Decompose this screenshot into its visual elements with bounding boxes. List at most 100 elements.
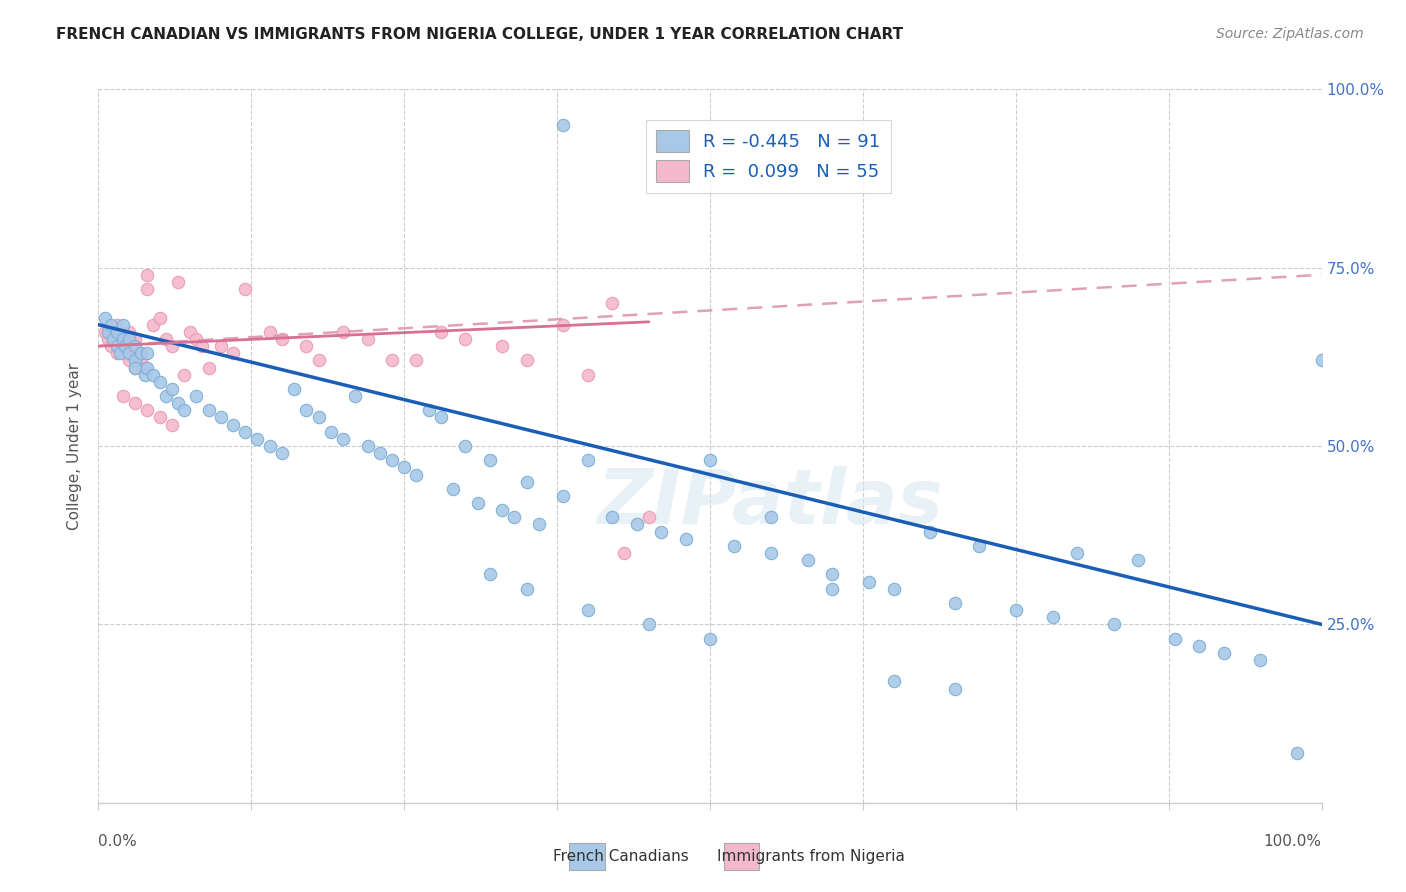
Point [405,467,427,482]
Point [136,360,159,375]
Point [233,282,256,296]
Point [97,325,120,339]
Point [197,403,219,417]
Point [160,339,183,353]
Point [478,567,501,582]
Point [344,389,367,403]
Point [100,318,122,332]
Point [124,332,146,346]
Point [105,325,128,339]
Point [943,681,966,696]
Point [97,332,120,346]
Point [155,389,177,403]
Point [356,439,378,453]
Point [332,325,354,339]
Point [821,582,844,596]
Point [105,318,128,332]
Point [136,282,159,296]
Text: 0.0%: 0.0% [98,834,138,849]
Point [114,339,136,353]
Point [295,403,318,417]
Point [1164,632,1187,646]
Point [233,425,256,439]
Y-axis label: College, Under 1 year: College, Under 1 year [67,362,83,530]
Point [1188,639,1211,653]
Point [675,532,697,546]
Point [110,346,132,360]
Point [129,353,152,368]
Point [160,417,183,432]
Point [111,339,134,353]
Point [1102,617,1125,632]
Text: FRENCH CANADIAN VS IMMIGRANTS FROM NIGERIA COLLEGE, UNDER 1 YEAR CORRELATION CHA: FRENCH CANADIAN VS IMMIGRANTS FROM NIGER… [56,27,904,42]
Point [821,567,844,582]
Point [259,439,281,453]
Point [1042,610,1064,624]
Point [111,332,134,346]
Point [967,539,990,553]
Point [467,496,489,510]
Point [381,453,404,467]
Point [515,582,537,596]
Point [883,582,905,596]
Point [136,403,159,417]
Point [1128,553,1150,567]
Point [527,517,550,532]
Point [418,403,440,417]
Point [308,353,330,368]
Point [111,318,134,332]
Point [173,403,195,417]
Point [173,368,195,382]
Point [515,353,537,368]
Point [761,510,783,524]
Point [1286,746,1309,760]
Point [430,325,453,339]
Point [129,346,152,360]
Point [405,353,427,368]
Point [105,346,128,360]
Point [121,339,143,353]
Point [149,375,172,389]
Point [222,417,245,432]
Point [118,325,141,339]
Point [797,553,820,567]
Point [270,446,294,460]
Text: Immigrants from Nigeria: Immigrants from Nigeria [717,849,905,863]
Point [454,439,477,453]
Point [136,268,159,282]
Point [209,339,232,353]
Point [430,410,453,425]
Point [127,346,149,360]
Point [491,339,513,353]
Point [222,346,245,360]
Point [491,503,513,517]
Point [553,318,575,332]
Point [920,524,942,539]
Point [100,339,122,353]
Point [124,396,146,410]
Point [93,325,115,339]
Point [134,368,156,382]
Point [368,446,391,460]
Point [105,339,128,353]
Point [160,382,183,396]
Point [149,310,172,325]
Point [93,310,115,325]
Point [454,332,477,346]
Point [283,382,305,396]
Point [638,510,661,524]
Point [110,325,132,339]
Point [124,360,146,375]
Text: French Canadians: French Canadians [553,849,689,863]
Point [576,453,599,467]
Text: 100.0%: 100.0% [1264,834,1322,849]
Point [332,432,354,446]
Point [179,325,201,339]
Point [1212,646,1234,660]
Point [858,574,880,589]
Point [118,332,141,346]
Point [167,396,190,410]
Point [883,674,905,689]
Point [111,389,134,403]
Point [197,360,219,375]
